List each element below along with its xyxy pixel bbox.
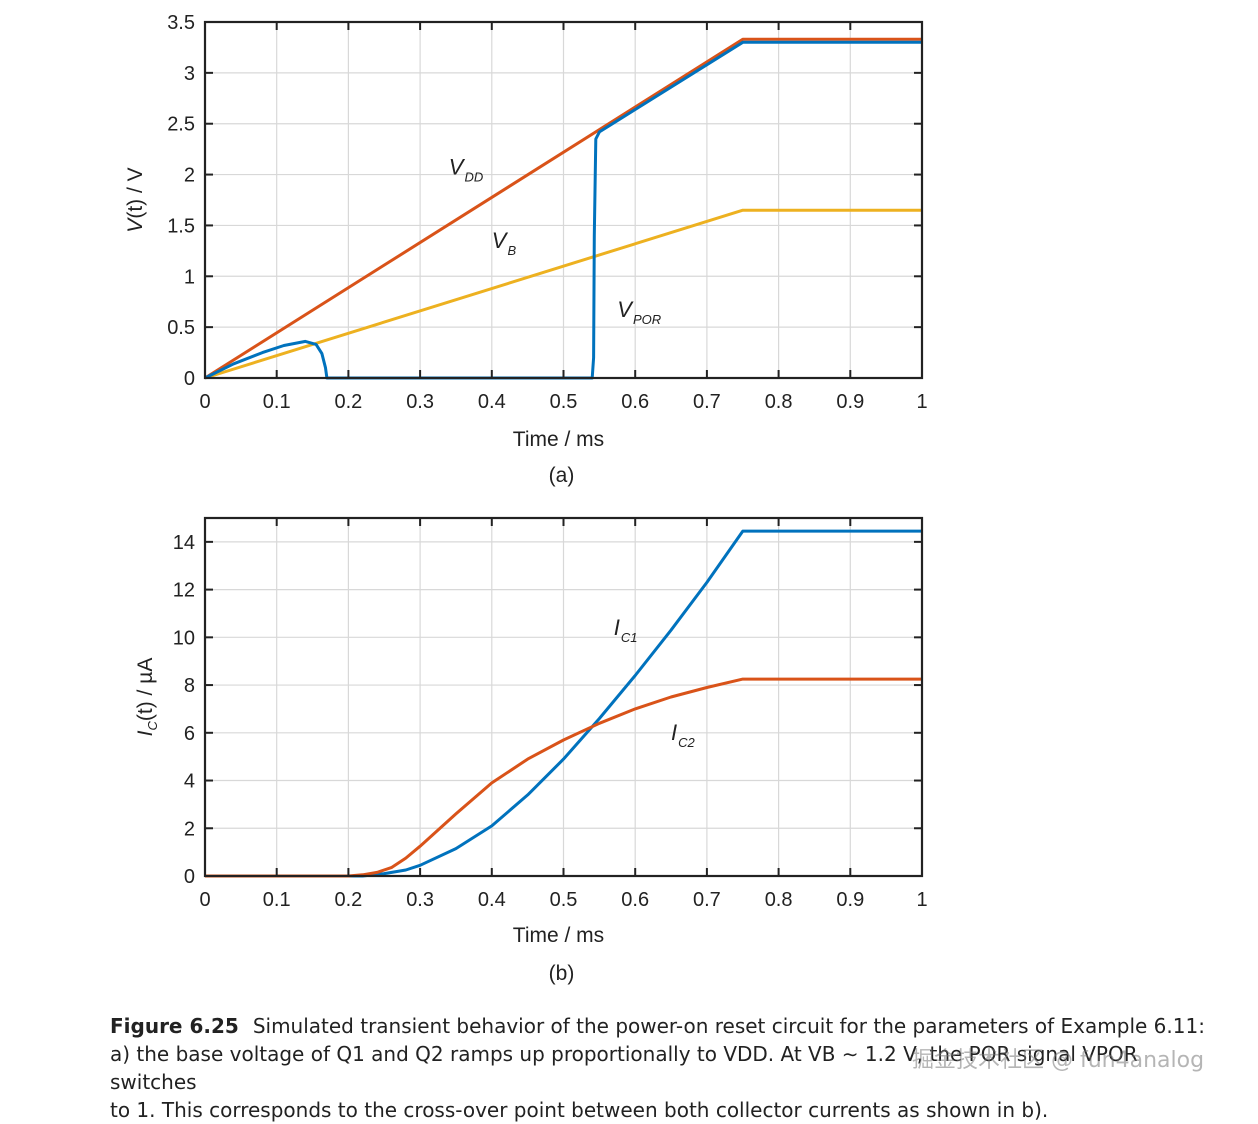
caption-label: Figure 6.25 xyxy=(110,1014,239,1038)
y-tick-label: 0 xyxy=(184,368,195,390)
x-tick-label: 0.9 xyxy=(836,889,864,911)
y-tick-label: 1.5 xyxy=(167,215,195,237)
curve-label-vb: VB xyxy=(492,228,517,258)
curve-label-ic1: IC1 xyxy=(614,615,638,645)
x-tick-label: 0.7 xyxy=(693,889,721,911)
y-tick-label: 2 xyxy=(184,165,195,187)
chart-b: 0 0.1 0.2 0.3 0.4 0.5 0.6 0.7 0.8 0.9 102468101214… xyxy=(134,516,928,985)
y-tick-label: 8 xyxy=(184,675,195,697)
y-tick-label: 0 xyxy=(184,866,195,888)
y-tick-label: 10 xyxy=(173,627,195,649)
x-tick-label: 0.2 xyxy=(334,889,362,911)
y-tick-label: 12 xyxy=(173,580,195,602)
y-tick-label: 2.5 xyxy=(167,114,195,136)
subfigure-label: (a) xyxy=(549,464,575,487)
x-tick-label: 0 xyxy=(199,391,210,413)
caption-line-1: Figure 6.25 Simulated transient behavior … xyxy=(110,1012,1230,1040)
x-tick-label: 0.3 xyxy=(406,889,434,911)
x-tick-label: 0.8 xyxy=(765,391,793,413)
x-tick-label: 0 xyxy=(199,889,210,911)
caption-line-3: to 1. This corresponds to the cross-over… xyxy=(110,1098,1049,1122)
x-tick-label: 0.1 xyxy=(263,889,291,911)
watermark: 掘金技术社区 @ fun4analog xyxy=(912,1048,1205,1073)
x-tick-label: 0.6 xyxy=(621,889,649,911)
y-tick-label: 14 xyxy=(173,532,195,554)
curve-label-ic2: IC2 xyxy=(671,720,696,750)
x-tick-label: 0.9 xyxy=(836,391,864,413)
chart-a: 0 0.1 0.2 0.3 0.4 0.5 0.6 0.7 0.8 0.9 1 0 0.5 1 1.5 2 2.… xyxy=(124,12,928,487)
series-ic2 xyxy=(205,677,922,878)
curve-label-vpor: VPOR xyxy=(617,297,661,327)
x-tick-label: 0.8 xyxy=(765,889,793,911)
series-ic1 xyxy=(205,529,922,878)
series-vdd xyxy=(204,37,922,380)
y-tick-label: 3 xyxy=(184,63,195,85)
x-tick-label: 0.5 xyxy=(550,889,578,911)
x-axis-label: Time / ms xyxy=(513,924,604,947)
curve-label-vdd: VDD xyxy=(449,155,483,185)
x-tick-label: 1 xyxy=(916,391,927,413)
y-tick-label: 6 xyxy=(184,723,195,745)
x-tick-label: 0.3 xyxy=(406,391,434,413)
x-tick-label: 1 xyxy=(916,889,927,911)
caption-text-1: Simulated transient behavior of the powe… xyxy=(252,1014,1205,1038)
y-tick-label: 3.5 xyxy=(167,12,195,34)
x-tick-label: 0.4 xyxy=(478,889,506,911)
y-tick-label: 1 xyxy=(184,266,195,288)
x-tick-label: 0.5 xyxy=(550,391,578,413)
x-tick-label: 0.6 xyxy=(621,391,649,413)
y-tick-label: 4 xyxy=(184,771,195,793)
x-tick-label: 0.7 xyxy=(693,391,721,413)
y-tick-label: 2 xyxy=(184,818,195,840)
x-tick-label: 0.2 xyxy=(334,391,362,413)
x-tick-label: 0.4 xyxy=(478,391,506,413)
subfigure-label: (b) xyxy=(549,962,575,985)
y-tick-label: 0.5 xyxy=(167,317,195,339)
caption-line-2: a) the base voltage of Q1 and Q2 ramps u… xyxy=(110,1042,1138,1094)
x-tick-label: 0.1 xyxy=(263,391,291,413)
y-axis-label: V(t) / V xyxy=(124,167,147,232)
series-vpor xyxy=(204,40,922,380)
x-axis-label: Time / ms xyxy=(513,428,604,451)
y-axis-label: IC(t) / µA xyxy=(134,658,160,737)
series-vb xyxy=(204,208,922,380)
